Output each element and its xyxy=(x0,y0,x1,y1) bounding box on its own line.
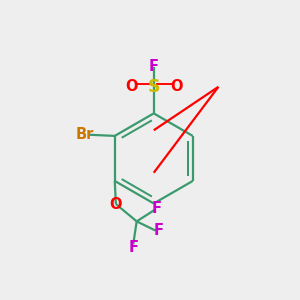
Text: Br: Br xyxy=(76,127,94,142)
Text: F: F xyxy=(128,240,138,255)
Text: O: O xyxy=(170,79,182,94)
Text: F: F xyxy=(149,58,159,74)
Text: F: F xyxy=(152,201,162,216)
Text: S: S xyxy=(148,78,160,96)
Text: O: O xyxy=(110,196,122,211)
Text: F: F xyxy=(153,223,164,238)
Text: O: O xyxy=(125,79,138,94)
